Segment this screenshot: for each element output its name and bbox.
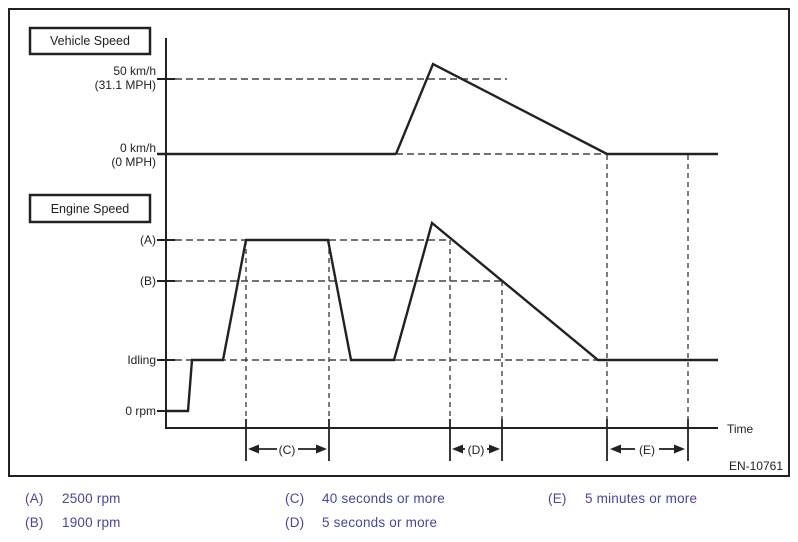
legend-value: 5 minutes or more: [585, 491, 698, 506]
vehicle-speed-box: [28, 26, 152, 56]
legend-item-c: (C) 40 seconds or more: [285, 491, 445, 506]
legend-item-b: (B) 1900 rpm: [25, 515, 121, 530]
interval-d-label: (D): [468, 443, 485, 457]
legend-value: 40 seconds or more: [322, 491, 445, 506]
diagram-frame: [8, 8, 790, 477]
engine-speed-trace: [166, 220, 718, 413]
label-31mph: (31.1 MPH): [95, 78, 156, 92]
label-0kmh: 0 km/h: [120, 141, 156, 155]
engine-speed-box: [28, 193, 152, 224]
vehicle-speed-box-label: Vehicle Speed: [50, 34, 130, 48]
interval-e-label: (E): [639, 443, 655, 457]
label-0mph: (0 MPH): [111, 155, 156, 169]
figure-id: EN-10761: [729, 459, 783, 473]
vehicle-speed-trace: [157, 62, 718, 156]
engine-speed-box-label: Engine Speed: [51, 202, 130, 216]
legend-value: 5 seconds or more: [322, 515, 438, 530]
time-axis-label: Time: [727, 422, 754, 436]
legend-key: (A): [25, 491, 44, 506]
dimension-end-bars: [245, 419, 689, 461]
label-idling: Idling: [127, 353, 156, 367]
legend-item-e: (E) 5 minutes or more: [548, 491, 697, 506]
label-0rpm: 0 rpm: [125, 404, 156, 418]
interval-c-arrow: [248, 444, 327, 454]
legend-value: 2500 rpm: [62, 491, 121, 506]
dashed-time-guides: [245, 155, 689, 419]
timing-diagram: Vehicle Speed Engine Speed Time: [8, 8, 790, 477]
legend-key: (C): [285, 491, 305, 506]
legend-item-a: (A) 2500 rpm: [25, 491, 121, 506]
legend-item-d: (D) 5 seconds or more: [285, 515, 437, 530]
label-rpm-a: (A): [140, 233, 156, 247]
legend-key: (B): [25, 515, 44, 530]
label-rpm-b: (B): [140, 274, 156, 288]
legend-value: 1900 rpm: [62, 515, 121, 530]
legend-key: (D): [285, 515, 305, 530]
interval-e-arrow: [610, 444, 685, 454]
legend-key: (E): [548, 491, 567, 506]
interval-c-label: (C): [279, 443, 296, 457]
interval-d-arrow: [452, 444, 500, 454]
label-50kmh: 50 km/h: [113, 64, 156, 78]
